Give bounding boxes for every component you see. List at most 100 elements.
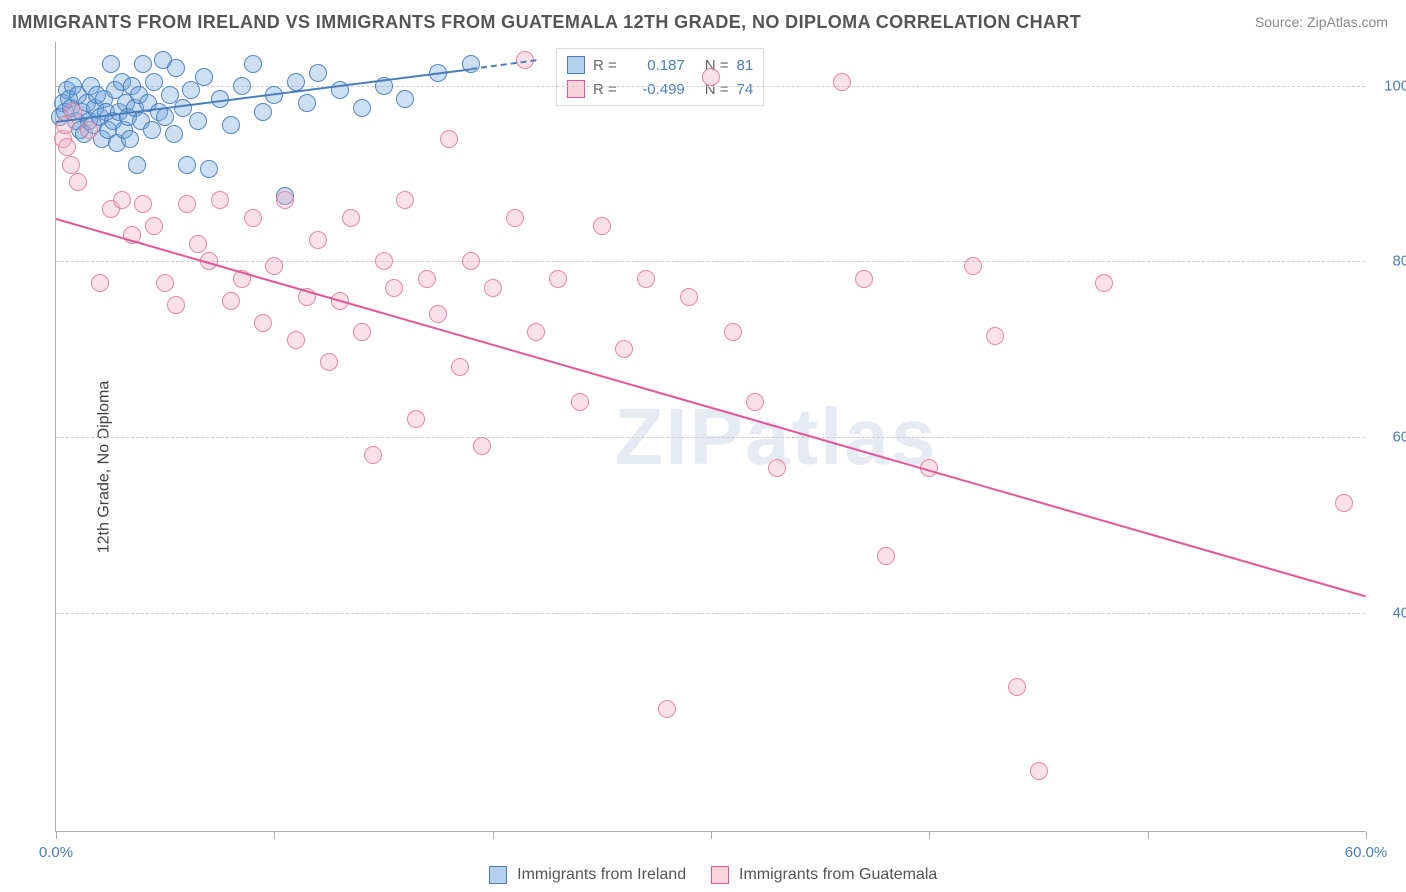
data-point xyxy=(233,77,251,95)
data-point xyxy=(174,99,192,117)
gridline xyxy=(56,437,1365,438)
data-point xyxy=(244,209,262,227)
data-point xyxy=(276,191,294,209)
data-point xyxy=(396,90,414,108)
data-point xyxy=(964,257,982,275)
data-point xyxy=(167,59,185,77)
xtick xyxy=(711,831,712,839)
xtick xyxy=(929,831,930,839)
data-point xyxy=(702,68,720,86)
data-point xyxy=(855,270,873,288)
correlation-row-guatemala: R = -0.499 N = 74 xyxy=(567,77,753,101)
data-point xyxy=(309,64,327,82)
data-point xyxy=(440,130,458,148)
data-point xyxy=(165,125,183,143)
r-label: R = xyxy=(593,81,617,98)
data-point xyxy=(80,121,98,139)
data-point xyxy=(178,156,196,174)
r-value-ireland: 0.187 xyxy=(625,57,685,74)
data-point xyxy=(342,209,360,227)
data-point xyxy=(451,358,469,376)
data-point xyxy=(724,323,742,341)
gridline xyxy=(56,261,1365,262)
data-point xyxy=(287,331,305,349)
data-point xyxy=(222,292,240,310)
data-point xyxy=(1335,494,1353,512)
data-point xyxy=(265,257,283,275)
xtick-label: 60.0% xyxy=(1345,844,1388,861)
data-point xyxy=(527,323,545,341)
plot-area: ZIPatlas R = 0.187 N = 81 R = -0.499 N =… xyxy=(55,42,1365,832)
data-point xyxy=(287,73,305,91)
data-point xyxy=(1008,678,1026,696)
data-point xyxy=(364,446,382,464)
data-point xyxy=(91,274,109,292)
xtick-label: 0.0% xyxy=(39,844,73,861)
data-point xyxy=(877,547,895,565)
xtick xyxy=(1366,831,1367,839)
chart-container: 12th Grade, No Diploma ZIPatlas R = 0.18… xyxy=(0,42,1406,892)
data-point xyxy=(69,173,87,191)
data-point xyxy=(195,68,213,86)
data-point xyxy=(637,270,655,288)
data-point xyxy=(58,138,76,156)
data-point xyxy=(156,108,174,126)
data-point xyxy=(222,116,240,134)
ytick-label: 40.0% xyxy=(1375,604,1406,621)
data-point xyxy=(549,270,567,288)
data-point xyxy=(593,217,611,235)
data-point xyxy=(320,353,338,371)
data-point xyxy=(571,393,589,411)
data-point xyxy=(768,459,786,477)
data-point xyxy=(145,217,163,235)
gridline xyxy=(56,613,1365,614)
data-point xyxy=(396,191,414,209)
data-point xyxy=(429,305,447,323)
data-point xyxy=(244,55,262,73)
legend-swatch-pink-icon xyxy=(711,866,729,884)
data-point xyxy=(680,288,698,306)
data-point xyxy=(167,296,185,314)
r-value-guatemala: -0.499 xyxy=(625,81,685,98)
legend-label-guatemala: Immigrants from Guatemala xyxy=(739,866,937,883)
data-point xyxy=(418,270,436,288)
data-point xyxy=(189,112,207,130)
correlation-box: R = 0.187 N = 81 R = -0.499 N = 74 xyxy=(556,48,764,106)
source-label: Source: ZipAtlas.com xyxy=(1255,14,1388,30)
data-point xyxy=(385,279,403,297)
data-point xyxy=(1095,274,1113,292)
xtick xyxy=(56,831,57,839)
data-point xyxy=(298,94,316,112)
data-point xyxy=(473,437,491,455)
data-point xyxy=(62,156,80,174)
data-point xyxy=(309,231,327,249)
data-point xyxy=(156,274,174,292)
data-point xyxy=(833,73,851,91)
data-point xyxy=(189,235,207,253)
data-point xyxy=(128,156,146,174)
r-label: R = xyxy=(593,57,617,74)
data-point xyxy=(986,327,1004,345)
data-point xyxy=(134,55,152,73)
ytick-label: 60.0% xyxy=(1375,429,1406,446)
chart-title: IMMIGRANTS FROM IRELAND VS IMMIGRANTS FR… xyxy=(12,12,1081,33)
data-point xyxy=(145,73,163,91)
data-point xyxy=(615,340,633,358)
regression-line xyxy=(56,218,1367,597)
xtick xyxy=(274,831,275,839)
xtick xyxy=(493,831,494,839)
data-point xyxy=(407,410,425,428)
correlation-row-ireland: R = 0.187 N = 81 xyxy=(567,53,753,77)
data-point xyxy=(1030,762,1048,780)
ytick-label: 100.0% xyxy=(1375,77,1406,94)
ytick-label: 80.0% xyxy=(1375,253,1406,270)
data-point xyxy=(134,195,152,213)
xtick xyxy=(1148,831,1149,839)
data-point xyxy=(254,103,272,121)
n-value-guatemala: 74 xyxy=(737,81,754,98)
data-point xyxy=(102,55,120,73)
data-point xyxy=(353,323,371,341)
data-point xyxy=(200,160,218,178)
data-point xyxy=(211,191,229,209)
data-point xyxy=(121,130,139,148)
